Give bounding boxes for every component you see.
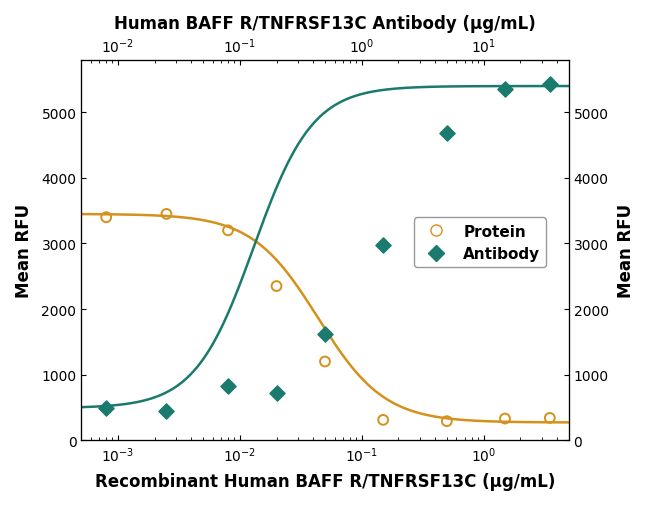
Y-axis label: Mean RFU: Mean RFU (15, 204, 33, 297)
Point (101, 214, 111, 222)
Point (161, 211, 172, 219)
Y-axis label: Mean RFU: Mean RFU (617, 204, 635, 297)
Point (271, 282, 281, 290)
X-axis label: Human BAFF R/TNFRSF13C Antibody (μg/mL): Human BAFF R/TNFRSF13C Antibody (μg/mL) (114, 15, 536, 33)
Point (320, 330, 330, 338)
Legend: Protein, Antibody: Protein, Antibody (414, 218, 547, 268)
Point (378, 242, 388, 250)
Point (101, 404, 111, 412)
Point (223, 227, 233, 235)
Point (271, 389, 281, 397)
Point (161, 407, 172, 415)
Point (441, 130, 452, 138)
Point (545, 414, 555, 422)
Point (500, 86, 510, 94)
X-axis label: Recombinant Human BAFF R/TNFRSF13C (μg/mL): Recombinant Human BAFF R/TNFRSF13C (μg/m… (95, 472, 555, 490)
Point (545, 81, 555, 89)
Point (441, 417, 452, 425)
Point (378, 416, 388, 424)
Point (320, 358, 330, 366)
Point (223, 382, 233, 390)
Point (500, 415, 510, 423)
